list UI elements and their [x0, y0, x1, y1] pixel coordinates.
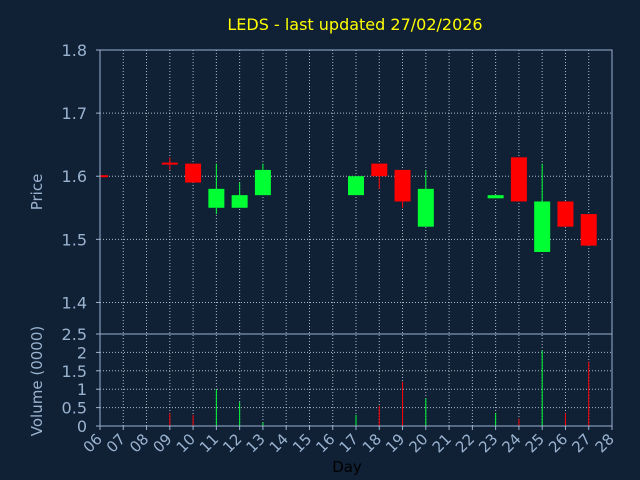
chart-title: LEDS - last updated 27/02/2026 [227, 15, 482, 34]
volume-tick-label: 0.5 [62, 399, 87, 418]
candle-body [417, 188, 434, 227]
price-axis-label: Price [28, 174, 46, 211]
price-tick-label: 1.7 [62, 104, 87, 123]
candle-body [394, 169, 411, 202]
candle-body [580, 214, 597, 246]
volume-tick-label: 2 [77, 343, 87, 362]
price-tick-label: 1.8 [62, 41, 87, 60]
x-axis-label: Day [332, 458, 362, 476]
price-tick-label: 1.5 [62, 230, 87, 249]
candle-body [254, 169, 271, 196]
candle-body [185, 163, 202, 183]
volume-tick-label: 1.5 [62, 362, 87, 381]
volume-tick-label: 0 [77, 417, 87, 436]
x-tick-label: 28 [592, 430, 618, 456]
candle-body [534, 201, 551, 252]
volume-tick-label: 1 [77, 380, 87, 399]
grid-layer [100, 50, 612, 426]
candle-body [487, 195, 504, 199]
volume-layer [169, 350, 590, 426]
price-tick-label: 1.4 [62, 293, 87, 312]
candle-body [371, 163, 388, 177]
candle-body [208, 188, 225, 208]
price-tick-label: 1.6 [62, 167, 87, 186]
volume-axis-label: Volume (0000) [28, 326, 46, 436]
volume-tick-label: 2.5 [62, 325, 87, 344]
candle-body [557, 201, 574, 227]
candle-layer [100, 157, 597, 252]
candle-body [510, 157, 527, 202]
candle-body [231, 195, 248, 208]
candle-body [348, 176, 364, 196]
